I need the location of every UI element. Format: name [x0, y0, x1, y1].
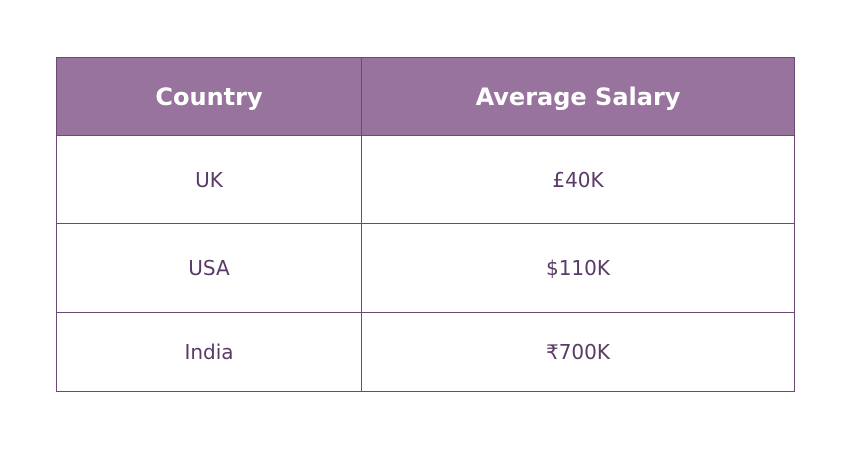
cell-country: UK	[56, 135, 362, 224]
cell-country: USA	[56, 223, 362, 313]
header-country: Country	[56, 57, 362, 136]
header-average-salary: Average Salary	[361, 57, 795, 136]
cell-salary: ₹700K	[361, 312, 795, 392]
table-header-row: Country Average Salary	[56, 57, 795, 136]
cell-salary: £40K	[361, 135, 795, 224]
salary-table: Country Average Salary UK £40K USA $110K…	[56, 57, 795, 392]
salary-table-container: Country Average Salary UK £40K USA $110K…	[56, 57, 795, 392]
table-row: UK £40K	[56, 135, 795, 224]
cell-salary: $110K	[361, 223, 795, 313]
table-row: USA $110K	[56, 223, 795, 313]
cell-country: India	[56, 312, 362, 392]
table-row: India ₹700K	[56, 312, 795, 392]
